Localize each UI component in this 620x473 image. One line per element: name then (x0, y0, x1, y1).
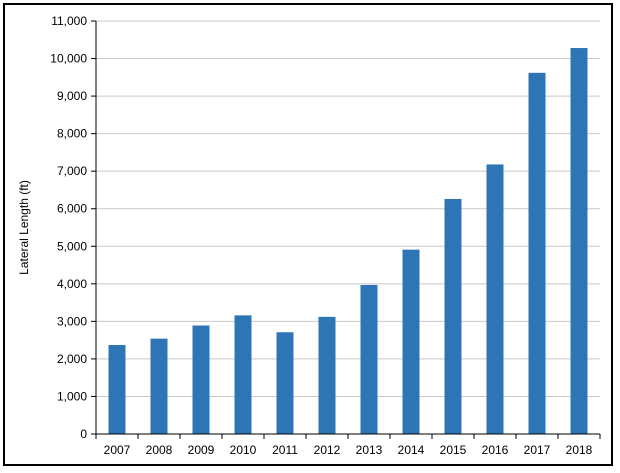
x-tick-label: 2015 (440, 443, 467, 457)
x-axis-ticks: 2007 2008 2009 2010 2011 2012 2013 2014 2015 2016… (95, 434, 601, 457)
x-tick-label: 2010 (230, 443, 257, 457)
y-tick-label: 2,000 (57, 352, 87, 366)
bar-2013 (360, 284, 378, 434)
bar-2012 (318, 316, 336, 434)
bar-2014 (402, 249, 420, 434)
gridlines (96, 20, 600, 397)
y-tick-label: 5,000 (57, 239, 87, 253)
y-tick-label: 3,000 (57, 314, 87, 328)
bar-2018 (570, 48, 588, 435)
y-tick-label: 0 (80, 427, 87, 441)
bar-2007 (108, 345, 126, 434)
x-tick-label: 2018 (566, 443, 593, 457)
y-axis-title: Lateral Length (ft) (17, 180, 31, 275)
y-tick-label: 10,000 (50, 52, 87, 66)
bar-2015 (444, 198, 462, 434)
y-axis-ticks: 0 1,000 2,000 3,000 4,000 5,000 6,000 7,000 8,00… (50, 14, 96, 441)
chart-frame (3, 3, 613, 466)
x-tick-label: 2016 (482, 443, 509, 457)
x-tick-label: 2009 (188, 443, 215, 457)
y-tick-label: 4,000 (57, 277, 87, 291)
y-tick-label: 11,000 (51, 14, 87, 28)
y-tick-label: 9,000 (57, 89, 87, 103)
y-tick-label: 8,000 (57, 127, 87, 141)
bar-2011 (276, 332, 294, 434)
bar-2010 (234, 315, 252, 434)
x-tick-label: 2008 (146, 443, 173, 457)
x-tick-label: 2013 (356, 443, 383, 457)
y-tick-label: 7,000 (57, 164, 87, 178)
bar-2017 (528, 72, 546, 434)
x-tick-label: 2012 (314, 443, 341, 457)
y-tick-label: 6,000 (57, 202, 87, 216)
bars (108, 48, 588, 435)
bar-2008 (150, 338, 168, 434)
x-tick-label: 2014 (398, 443, 425, 457)
bar-2009 (192, 325, 210, 434)
x-tick-label: 2017 (524, 443, 551, 457)
x-tick-label: 2007 (104, 443, 131, 457)
x-tick-label: 2011 (272, 443, 298, 457)
bar-2016 (486, 164, 504, 434)
y-tick-label: 1,000 (57, 389, 87, 403)
